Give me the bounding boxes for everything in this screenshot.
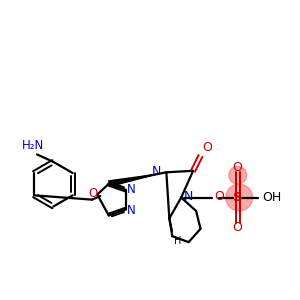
Text: O: O bbox=[88, 187, 98, 200]
Text: S: S bbox=[233, 191, 242, 204]
Text: O: O bbox=[233, 221, 243, 234]
Circle shape bbox=[229, 166, 247, 184]
Text: O: O bbox=[233, 161, 243, 174]
Text: N: N bbox=[127, 203, 136, 217]
Polygon shape bbox=[108, 172, 166, 187]
Text: N: N bbox=[152, 165, 161, 178]
Text: O: O bbox=[214, 190, 224, 202]
Circle shape bbox=[226, 184, 253, 211]
Text: H₂N: H₂N bbox=[22, 139, 44, 152]
Text: N: N bbox=[184, 190, 193, 203]
Text: N: N bbox=[127, 183, 136, 196]
Text: O: O bbox=[202, 141, 212, 154]
Text: H: H bbox=[174, 236, 181, 246]
Text: OH: OH bbox=[262, 191, 282, 204]
